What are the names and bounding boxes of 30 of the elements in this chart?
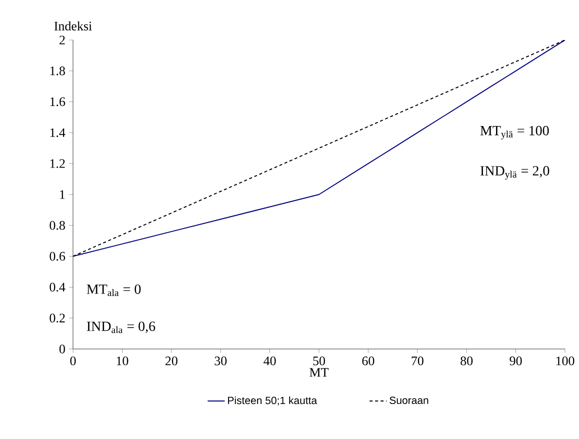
y-tick-label: 1.4 bbox=[50, 128, 66, 138]
legend-label: Suoraan bbox=[390, 396, 428, 404]
y-tick-label: 0.2 bbox=[50, 314, 65, 323]
x-tick-label: 100 bbox=[556, 356, 574, 366]
y-tick-label: 0.8 bbox=[50, 220, 65, 230]
y-tick-label: 0.4 bbox=[50, 282, 66, 292]
y-axis-title: Indeksi bbox=[54, 21, 92, 30]
x-tick-label: 40 bbox=[264, 356, 276, 366]
y-tick-label: 1.2 bbox=[50, 159, 65, 168]
annotation: IND$_{ylä}$ = 2,0 bbox=[480, 166, 550, 180]
annotation: MT$_{ala}$ = 0 bbox=[86, 284, 141, 296]
x-tick-label: 80 bbox=[460, 356, 473, 366]
x-tick-label: 0 bbox=[70, 356, 76, 366]
annotation: MT$_{ylä}$ = 100 bbox=[480, 126, 549, 140]
x-tick-label: 30 bbox=[214, 356, 227, 366]
x-tick-label: 60 bbox=[362, 356, 374, 366]
x-axis-title: MT bbox=[310, 368, 329, 377]
y-tick-label: 1 bbox=[60, 190, 65, 199]
x-tick-label: 70 bbox=[412, 356, 424, 366]
y-tick-label: 0 bbox=[59, 344, 65, 354]
annotation: IND$_{ala}$ = 0,6 bbox=[86, 322, 156, 334]
x-tick-label: 10 bbox=[116, 356, 128, 366]
y-tick-label: 1.8 bbox=[50, 66, 65, 76]
x-tick-label: 20 bbox=[165, 356, 178, 366]
y-tick-label: 2 bbox=[60, 36, 65, 44]
x-tick-label: 50 bbox=[313, 356, 326, 366]
y-tick-label: 1.6 bbox=[50, 97, 66, 106]
y-tick-label: 0.6 bbox=[50, 252, 66, 261]
legend-label: Pisteen 50;1 kautta bbox=[228, 396, 318, 406]
x-tick-label: 90 bbox=[510, 356, 522, 366]
